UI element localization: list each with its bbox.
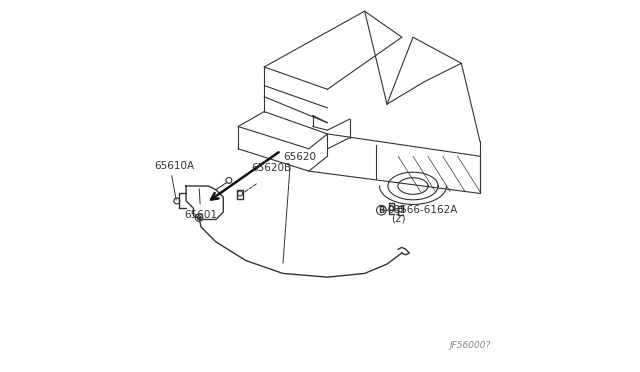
Text: B: B xyxy=(378,206,385,215)
Text: 65620: 65620 xyxy=(283,152,316,162)
Text: 08566-6162A: 08566-6162A xyxy=(388,205,458,215)
Text: JF56000?: JF56000? xyxy=(450,341,491,350)
Text: 65620B: 65620B xyxy=(251,163,291,173)
Text: 65610A: 65610A xyxy=(154,161,195,171)
Text: 65601: 65601 xyxy=(184,189,217,219)
Text: (2): (2) xyxy=(390,214,405,223)
